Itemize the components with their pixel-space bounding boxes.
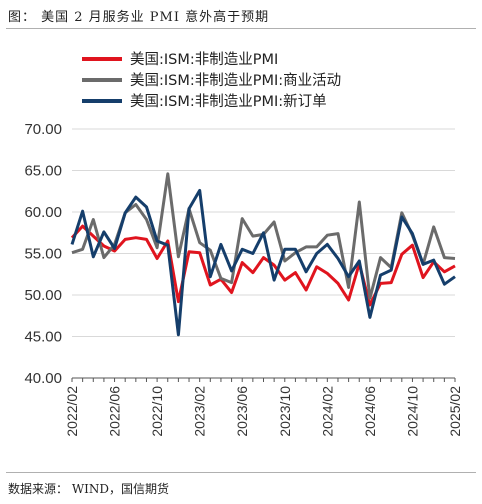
- x-tick-label: 2023/02: [192, 386, 208, 437]
- legend-label-1: 美国:ISM:非制造业PMI: [130, 51, 278, 68]
- x-axis: [71, 377, 456, 382]
- x-tick-label: 2023/10: [277, 386, 293, 437]
- legend: 美国:ISM:非制造业PMI 美国:ISM:非制造业PMI:商业活动美国:ISM:…: [82, 51, 341, 110]
- y-tick-label: 60.00: [24, 204, 62, 221]
- x-tick-label: 2022/10: [149, 386, 165, 437]
- y-tick-label: 45.00: [24, 329, 62, 346]
- y-tick-label: 65.00: [24, 163, 62, 180]
- x-axis-ticks: 2022/02 2022/06 2022/10 2023/02 2023/06 2023/…: [64, 386, 463, 437]
- gridlines: [72, 128, 455, 337]
- y-tick-label: 50.00: [24, 287, 62, 304]
- data-source: 数据来源： WIND，国信期货: [8, 482, 170, 496]
- chart: 40.00 45.00 50.00 55.00 60.00 65.00 70.00 2022…: [24, 51, 463, 437]
- y-axis-ticks: 40.00 45.00 50.00 55.00 60.00 65.00 70.00: [24, 121, 62, 387]
- y-tick-label: 40.00: [24, 370, 62, 387]
- legend-label-2: 美国:ISM:非制造业PMI:商业活动: [130, 72, 341, 89]
- y-tick-label: 55.00: [24, 246, 62, 263]
- chart-title: 图： 美国 2 月服务业 PMI 意外高于预期: [8, 10, 270, 25]
- x-tick-label: 2023/06: [234, 386, 250, 437]
- x-tick-label: 2022/06: [107, 386, 123, 437]
- x-tick-label: 2024/02: [319, 386, 335, 437]
- series-lines: [70, 172, 456, 337]
- footer-divider: [6, 472, 476, 473]
- title-divider: [6, 28, 476, 29]
- x-tick-label: 2025/02: [447, 386, 463, 437]
- x-tick-label: 2022/02: [64, 386, 80, 437]
- x-tick-label: 2024/10: [404, 386, 420, 437]
- legend-label-3: 美国:ISM:非制造业PMI:新订单: [130, 93, 327, 110]
- series-line-1: [70, 224, 456, 307]
- series-line-3: [70, 188, 456, 337]
- y-tick-label: 70.00: [24, 121, 62, 138]
- x-tick-label: 2024/06: [362, 386, 378, 437]
